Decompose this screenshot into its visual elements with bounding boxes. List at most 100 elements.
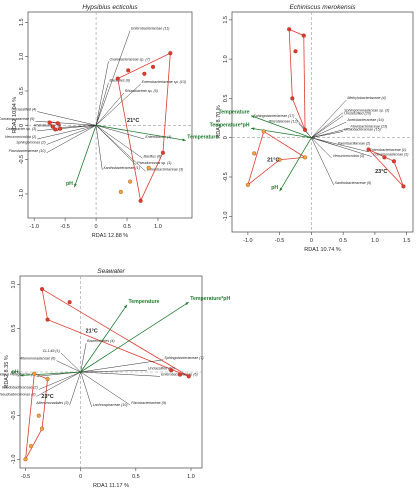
- species-label: Verrucomicrobia (2): [5, 135, 36, 139]
- x-tick-label: -1.0: [243, 238, 252, 244]
- species-label: Verrucomicrobia (3): [333, 154, 364, 158]
- group-label: 21°C: [267, 157, 279, 163]
- species-vector: [46, 125, 97, 153]
- sample-point: [40, 426, 45, 431]
- species-vector: [95, 125, 143, 159]
- species-label: Sphingobacteriaceae (7): [164, 356, 203, 360]
- env-vector-arrowhead: [182, 138, 186, 142]
- y-tick-label: -0.5: [11, 411, 17, 420]
- y-tick-label: 1.5: [223, 16, 229, 24]
- species-label: Candidatus Pelagibacter (5): [0, 372, 36, 376]
- env-vector-label: Temperature: [219, 110, 250, 116]
- group-label: 21°C: [86, 329, 98, 335]
- sample-point: [391, 159, 396, 164]
- env-vector: [250, 127, 312, 139]
- env-vector-arrowhead: [74, 183, 77, 188]
- species-label: Xanthobacteraceae (1): [102, 166, 140, 170]
- x-tick-label: -0.5: [21, 474, 30, 480]
- env-vector-arrowhead: [20, 373, 24, 377]
- species-vector: [37, 125, 97, 132]
- species-label: Unclassified (20): [344, 112, 371, 116]
- sample-point: [169, 368, 174, 373]
- species-vector: [295, 117, 312, 138]
- sample-point: [67, 300, 72, 305]
- sample-point: [47, 120, 52, 125]
- x-tick-label: 1.0: [154, 224, 162, 230]
- env-vector-label: pH: [66, 181, 73, 187]
- sample-point: [245, 182, 250, 187]
- env-vector-arrowhead: [124, 304, 127, 309]
- species-vector: [80, 370, 147, 373]
- env-vector-arrowhead: [279, 187, 283, 192]
- sample-point: [261, 129, 266, 134]
- env-vector-arrowhead: [185, 302, 189, 306]
- sample-point: [287, 27, 292, 32]
- sample-point: [146, 165, 151, 170]
- species-label: Enterobacteriaceae sp. (13): [142, 80, 186, 84]
- species-label: Rhizobiaceae (8): [34, 123, 61, 127]
- x-tick-label: 0.5: [132, 474, 140, 480]
- species-vector: [35, 120, 97, 126]
- species-label: Flavobacteriaceae (13): [350, 124, 387, 128]
- species-vector: [95, 82, 109, 126]
- species-vector: [36, 371, 81, 397]
- env-vector: [96, 124, 186, 141]
- species-label: Enterobacteriaceae (11): [131, 27, 169, 31]
- species-label: Rhizobiaceae sp. (5): [125, 89, 158, 93]
- x-tick-label: 1.0: [371, 238, 379, 244]
- sample-point: [252, 151, 257, 156]
- sample-point: [32, 371, 37, 376]
- species-vector: [60, 352, 81, 373]
- sample-point: [126, 68, 131, 73]
- species-vector: [95, 30, 131, 126]
- species-label: Flavobacteriaceae (9): [131, 401, 166, 405]
- species-vector: [311, 137, 332, 159]
- x-tick-label: 0.5: [123, 224, 131, 230]
- species-label: Lachnospiraceae (10): [93, 403, 128, 407]
- rda-panel: -1.0 -0.5 0 0.5 1.0 -1.0 -0.5 0 0.5 1.0 1.5 Hypsibi…: [0, 4, 218, 239]
- sample-point: [366, 147, 371, 152]
- species-vector: [69, 371, 81, 406]
- y-axis-label: RDA2 8.35 %: [4, 355, 10, 388]
- species-vector: [95, 125, 146, 172]
- sample-point: [293, 49, 298, 54]
- species-vector: [95, 83, 141, 126]
- y-axis-label: RDA2 8.70 %: [216, 105, 222, 138]
- y-tick-label: 0: [11, 370, 17, 373]
- env-vector-arrowhead: [251, 115, 255, 119]
- sample-point: [138, 198, 143, 203]
- x-tick-label: 0.5: [339, 238, 347, 244]
- env-vector-label: pH: [12, 369, 19, 375]
- species-label: Flavobacteriaceae (10): [9, 149, 46, 153]
- y-tick-label: 0.5: [223, 95, 229, 103]
- species-vector: [38, 371, 81, 390]
- sample-point: [45, 376, 50, 382]
- env-vector: [80, 304, 128, 373]
- rda-panel: -1.0 -0.5 0 0.5 1.0 1.5 -1.0 -0.5 0 0.5 1.0 1.5 Echi…: [210, 4, 414, 253]
- species-label: Comamonadaceae (9): [0, 117, 34, 121]
- species-vector: [80, 371, 161, 377]
- species-label: Sphingobacteriaceae (17): [253, 114, 294, 118]
- species-label: Methylobacteriaceae (4): [347, 96, 386, 100]
- x-axis-label: RDA1 10.74 %: [304, 247, 340, 253]
- species-label: Alteromonadaceae (6): [19, 357, 56, 361]
- group-hull: [368, 149, 404, 187]
- species-vector: [311, 121, 347, 138]
- species-label: Alteromonadales (3): [35, 401, 68, 405]
- env-vector: [250, 115, 312, 139]
- x-tick-label: 0: [79, 474, 82, 480]
- species-vector: [96, 125, 145, 140]
- y-tick-label: 1.0: [11, 281, 17, 289]
- y-tick-label: -0.5: [223, 172, 229, 181]
- sample-point: [186, 374, 191, 379]
- sample-point: [36, 413, 41, 418]
- group-hull: [41, 288, 189, 377]
- chart-title: Echiniscus merokensis: [289, 4, 356, 11]
- species-label: Pseudomonas sp. (1): [137, 161, 171, 165]
- species-label: Pseudoalteromonas (3): [0, 392, 36, 396]
- sample-point: [58, 126, 63, 131]
- species-vector: [311, 137, 334, 185]
- species-vector: [311, 137, 369, 153]
- sample-point: [28, 444, 34, 449]
- species-vector: [37, 111, 97, 126]
